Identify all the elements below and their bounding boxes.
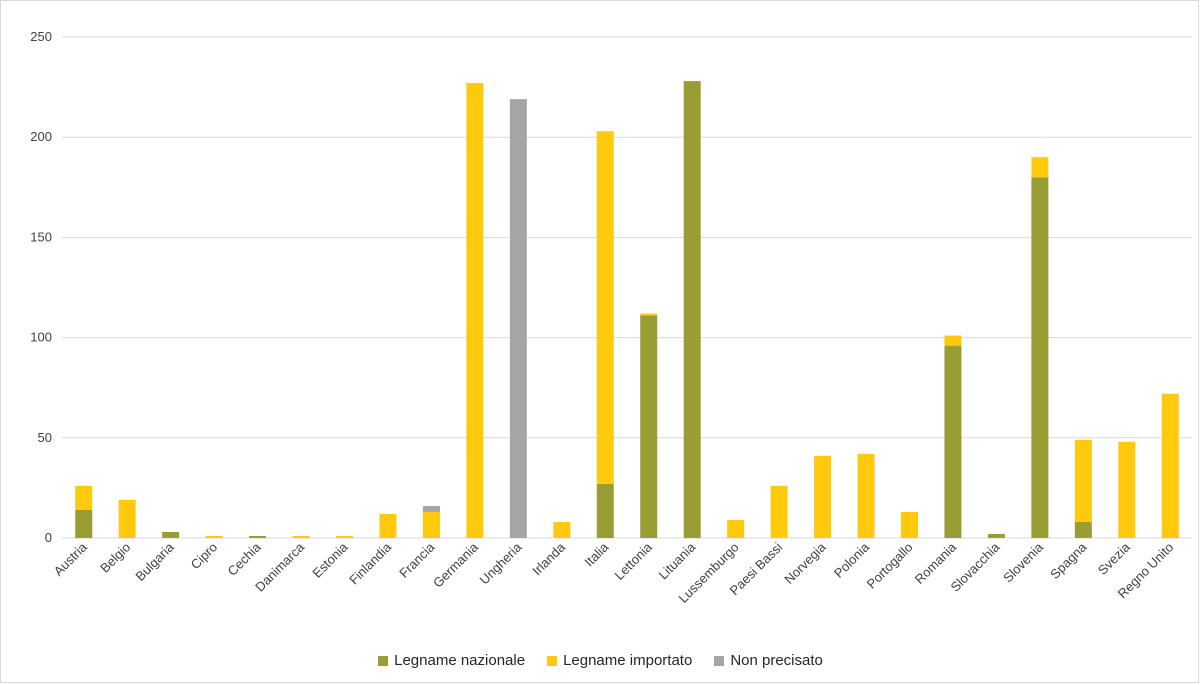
y-axis-ticks: 0 50 100 150 200 250 bbox=[30, 29, 52, 545]
y-tick-label: 200 bbox=[30, 129, 52, 144]
legend-item-non-precisato: Non precisato bbox=[714, 652, 823, 669]
x-tick-label: Francia bbox=[396, 539, 438, 581]
bar-austria-series-0 bbox=[75, 509, 93, 538]
x-tick-label: Polonia bbox=[831, 539, 873, 581]
bar-belgio-series-1 bbox=[118, 499, 136, 538]
legend-swatch-nazionale bbox=[378, 655, 389, 666]
bar-italia-series-1 bbox=[596, 131, 614, 484]
x-tick-label: Lettonia bbox=[612, 539, 656, 583]
gridlines bbox=[62, 36, 1192, 539]
y-tick-label: 50 bbox=[38, 430, 52, 445]
bar-bulgaria-series-0 bbox=[162, 531, 180, 538]
bar-spagna-series-0 bbox=[1074, 521, 1092, 538]
bar-cechia-series-0 bbox=[249, 535, 267, 538]
legend-label-nazionale: Legname nazionale bbox=[394, 652, 526, 669]
x-tick-label: Estonia bbox=[309, 539, 351, 581]
bar-francia-series-1 bbox=[422, 511, 440, 538]
bar-norvegia-series-1 bbox=[814, 455, 832, 538]
x-tick-label: Portogallo bbox=[864, 540, 916, 592]
x-tick-label: Svezia bbox=[1095, 539, 1134, 578]
legend-label-non-precisato: Non precisato bbox=[730, 652, 823, 669]
legend-swatch-importato bbox=[547, 655, 558, 666]
x-tick-label: Irlanda bbox=[529, 539, 568, 578]
bar-spagna-series-1 bbox=[1074, 439, 1092, 522]
x-tick-label: Slovenia bbox=[1000, 539, 1046, 585]
x-tick-label: Finlandia bbox=[346, 539, 394, 587]
x-tick-label: Lituania bbox=[656, 539, 699, 582]
legend-item-importato: Legname importato bbox=[547, 652, 692, 669]
x-tick-label: Belgio bbox=[97, 540, 133, 576]
bar-irlanda-series-1 bbox=[553, 521, 571, 538]
bar-lettonia-series-0 bbox=[640, 315, 658, 538]
bar-svezia-series-1 bbox=[1118, 441, 1136, 538]
x-tick-label: Austria bbox=[51, 539, 91, 579]
x-axis-ticks: Austria Belgio Bulgaria Cipro CechiaDanimarc… bbox=[51, 539, 1177, 606]
bar-slovenia-series-0 bbox=[1031, 177, 1049, 538]
bar-austria-series-1 bbox=[75, 485, 93, 510]
y-tick-label: 250 bbox=[30, 29, 52, 44]
bar-paesi-bassi-series-1 bbox=[770, 485, 788, 538]
y-tick-label: 100 bbox=[30, 330, 52, 345]
x-tick-label: Cipro bbox=[188, 540, 221, 573]
bar-romania-series-1 bbox=[944, 335, 962, 346]
y-tick-label: 0 bbox=[45, 530, 52, 545]
legend-label-importato: Legname importato bbox=[563, 652, 693, 669]
bar-francia-series-2 bbox=[422, 505, 440, 512]
bar-lettonia-series-1 bbox=[640, 313, 658, 316]
x-tick-label: Ungheria bbox=[477, 539, 525, 587]
bar-danimarca-series-1 bbox=[292, 535, 310, 538]
bar-slovacchia-series-0 bbox=[987, 533, 1005, 538]
stacked-bar-chart: 0 50 100 150 200 250 Austria Belgio Bulgaria Cip… bbox=[30, 29, 1192, 606]
bar-polonia-series-1 bbox=[857, 453, 875, 538]
x-tick-label: Norvegia bbox=[781, 539, 829, 587]
bar-regno-unito-series-1 bbox=[1161, 393, 1179, 538]
bar-slovenia-series-1 bbox=[1031, 157, 1049, 178]
x-tick-label: Spagna bbox=[1047, 539, 1090, 582]
bars bbox=[75, 81, 1179, 539]
x-tick-label: Italia bbox=[581, 539, 612, 570]
bar-romania-series-0 bbox=[944, 345, 962, 538]
bar-lussemburgo-series-1 bbox=[727, 519, 745, 538]
y-tick-label: 150 bbox=[30, 229, 52, 244]
bar-portogallo-series-1 bbox=[901, 511, 918, 538]
x-tick-label: Germania bbox=[430, 539, 482, 591]
legend-item-nazionale: Legname nazionale bbox=[378, 652, 525, 669]
bar-ungheria-series-2 bbox=[509, 99, 527, 539]
legend-swatch-non-precisato bbox=[714, 655, 725, 666]
bar-cipro-series-1 bbox=[205, 535, 223, 538]
bar-finlandia-series-1 bbox=[379, 513, 397, 538]
bar-lituania-series-0 bbox=[683, 81, 701, 538]
x-tick-label: Cechia bbox=[224, 539, 264, 579]
x-tick-label: Bulgaria bbox=[132, 539, 177, 584]
bar-germania-series-1 bbox=[466, 83, 484, 538]
bar-italia-series-0 bbox=[596, 483, 614, 538]
bar-estonia-series-1 bbox=[336, 535, 353, 538]
legend: Legname nazionale Legname importato Non … bbox=[0, 652, 1201, 669]
